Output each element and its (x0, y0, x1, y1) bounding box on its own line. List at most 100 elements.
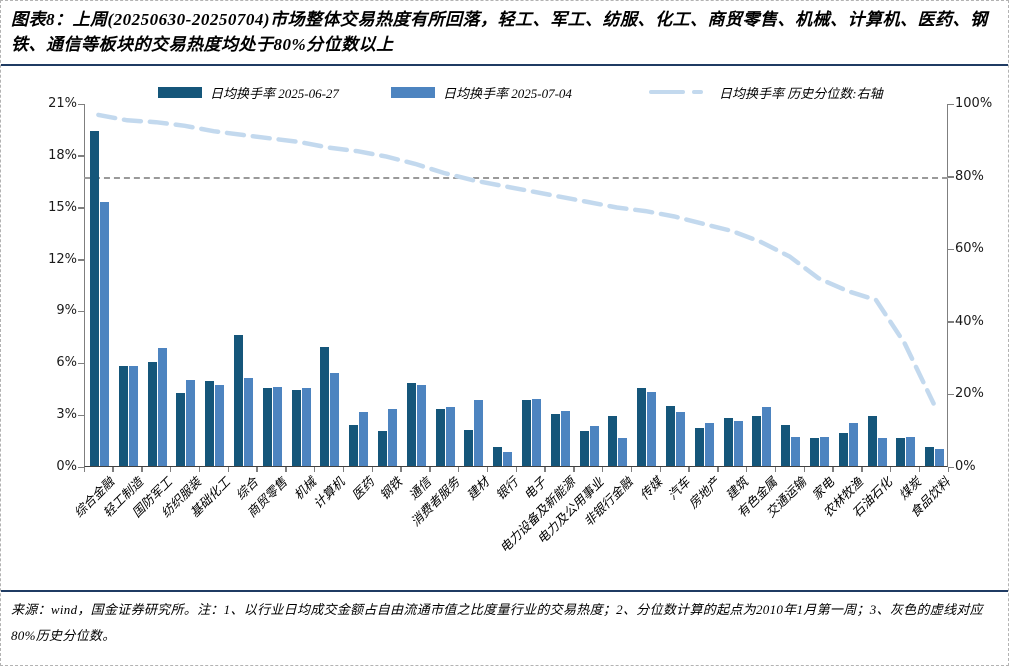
bar-07-04-纺织服装 (186, 379, 196, 466)
x-axis-tick-mark (832, 467, 834, 472)
source-note: 来源：wind，国金证券研究所。注：1、以行业日均成交金额占自由流通市值之比度量… (11, 602, 983, 643)
left-axis-tick-mark (78, 414, 84, 417)
bar-07-04-食品饮料 (935, 448, 945, 466)
bar-06-27-计算机 (320, 346, 330, 466)
x-axis-tick-mark (774, 467, 777, 472)
bar-07-04-农林牧渔 (848, 422, 858, 466)
x-axis-tick-mark (198, 467, 201, 472)
bar-07-04-电子 (531, 398, 541, 466)
bar-07-04-银行 (503, 452, 513, 466)
bar-06-27-钢铁 (377, 431, 387, 466)
bar-07-04-电力及公用事业 (589, 426, 599, 466)
left-axis-tick-mark (78, 466, 84, 468)
bar-06-27-消费者服务 (435, 408, 445, 466)
legend-item-series2: 日均换手率 2025-07-04 (391, 84, 572, 101)
bar-06-27-综合金融 (89, 130, 99, 466)
bar-07-04-房地产 (704, 422, 714, 466)
right-axis-tick-label: 80% (955, 168, 984, 184)
bar-06-27-医药 (349, 424, 359, 466)
bar-07-04-医药 (359, 412, 369, 466)
left-axis-tick-mark (78, 155, 84, 157)
right-axis-tick-label: 60% (955, 241, 984, 257)
right-axis-tick-mark (947, 393, 954, 396)
bar-07-04-石油石化 (877, 438, 887, 466)
x-axis-label: 传媒 (636, 475, 665, 503)
x-axis-tick-mark (457, 467, 460, 472)
bar-06-27-电力设备及新能源 (550, 414, 560, 466)
x-axis-tick-mark (544, 467, 546, 472)
bar-07-04-计算机 (330, 372, 340, 466)
x-axis-tick-mark (918, 467, 921, 472)
legend-item-series3: 日均换手率 历史分位数:右轴 (649, 84, 883, 101)
x-axis-tick-mark (313, 467, 316, 472)
x-axis-tick-mark (659, 467, 661, 472)
left-axis-tick-label: 9% (56, 303, 77, 319)
bar-06-27-食品饮料 (925, 447, 935, 466)
x-axis-tick-mark (256, 467, 258, 472)
bar-06-27-电子 (521, 400, 531, 466)
legend-label: 日均换手率 2025-07-04 (443, 85, 572, 101)
bar-07-04-建筑 (733, 421, 743, 466)
left-axis-tick-mark (78, 310, 84, 313)
x-axis-label: 建材 (464, 475, 492, 503)
bar-07-04-建材 (474, 400, 484, 466)
x-axis-tick-mark (803, 467, 805, 472)
x-axis-label: 房地产 (685, 475, 723, 512)
bar-07-04-传媒 (647, 391, 657, 466)
bar-07-04-有色金属 (762, 407, 772, 466)
x-axis-tick-mark (745, 467, 748, 472)
bar-06-27-国防军工 (147, 362, 157, 466)
bar-06-27-非银行金融 (608, 415, 618, 466)
bar-07-04-钢铁 (387, 408, 397, 466)
bar-07-04-国防军工 (157, 348, 167, 466)
bar-06-27-纺织服装 (176, 393, 186, 466)
series2-swatch (391, 86, 435, 98)
bar-06-27-房地产 (694, 427, 704, 466)
x-axis-tick-mark (400, 467, 402, 472)
x-axis-label: 计算机 (311, 475, 348, 512)
bar-07-04-商贸零售 (272, 386, 282, 466)
bar-07-04-煤炭 (906, 436, 916, 466)
x-axis-label: 钢铁 (377, 475, 406, 503)
bar-06-27-农林牧渔 (838, 433, 848, 466)
right-axis-tick-label: 100% (955, 96, 993, 111)
left-axis-tick-label: 0% (56, 459, 77, 474)
footer-divider-line (1, 590, 1008, 592)
right-axis-tick-mark (947, 176, 954, 178)
right-axis-tick-mark (947, 248, 954, 251)
bar-07-04-汽车 (675, 412, 685, 466)
right-axis-tick-label: 0% (955, 459, 976, 474)
bar-07-04-轻工制造 (128, 365, 138, 466)
x-axis-tick-mark (486, 467, 489, 472)
legend-label: 日均换手率 2025-06-27 (210, 85, 339, 101)
figure-title: 图表8：上周(20250630-20250704)市场整体交易热度有所回落，轻工… (11, 10, 988, 54)
left-axis-tick-mark (78, 362, 84, 365)
legend-label: 日均换手率 历史分位数:右轴 (719, 85, 883, 101)
bar-07-04-基础化工 (215, 384, 225, 466)
bar-06-27-建材 (464, 429, 474, 466)
percentile-line-chart (96, 112, 936, 406)
bar-06-27-建筑 (723, 417, 733, 466)
x-axis-tick-mark (169, 467, 172, 472)
left-axis-tick-mark (78, 207, 84, 209)
left-axis-tick-mark (78, 103, 84, 105)
right-axis-tick-label: 40% (955, 313, 984, 329)
bar-06-27-煤炭 (896, 438, 906, 466)
x-axis-tick-mark (285, 467, 287, 472)
bar-06-27-基础化工 (205, 381, 215, 466)
bar-06-27-汽车 (665, 405, 675, 466)
bar-06-27-商贸零售 (262, 388, 272, 466)
x-axis-tick-mark (227, 467, 229, 472)
x-axis-tick-mark (371, 467, 373, 472)
bar-06-27-石油石化 (867, 415, 877, 466)
bar-06-27-有色金属 (752, 415, 762, 466)
x-axis-label: 银行 (492, 475, 521, 503)
right-axis-tick-mark (947, 103, 954, 105)
right-axis-tick-mark (947, 321, 954, 323)
left-axis-tick-label: 21% (48, 96, 77, 111)
percentile-dashed-line (96, 112, 936, 406)
left-axis-tick-label: 15% (48, 199, 77, 215)
x-axis-tick-mark (717, 467, 719, 472)
bar-06-27-电力及公用事业 (579, 431, 589, 466)
